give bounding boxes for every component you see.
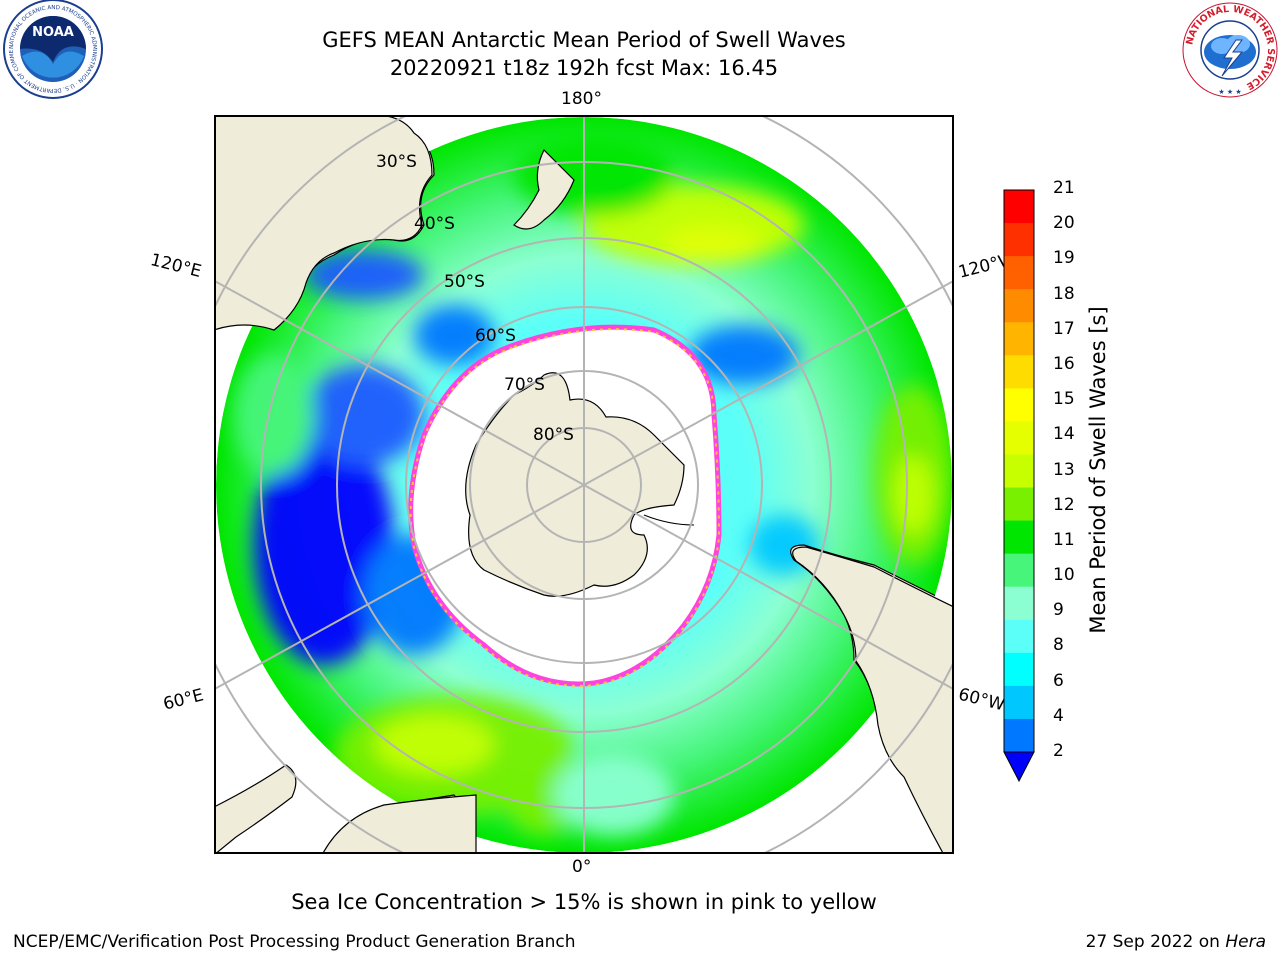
noaa-logo: NATIONAL OCEANIC AND ATMOSPHERIC ADMINIS… [2,0,103,99]
colorbar [1003,189,1035,783]
colorbar-tick-label: 13 [1053,459,1075,480]
lat-label-30s: 30°S [376,152,417,172]
lat-label-60s: 60°S [475,326,516,346]
colorbar-segment [1004,256,1034,290]
latitude-labels: 30°S 40°S 50°S 60°S 70°S 80°S [376,152,574,445]
outer-land-lower-right [792,546,952,852]
colorbar-tick-label: 11 [1053,529,1075,550]
outer-land-madagascar [216,764,297,852]
colorbar-tick-label: 9 [1053,600,1064,621]
outer-land-lower-left [323,794,477,852]
outer-land-upper-left [216,117,433,331]
colorbar-segment [1004,190,1034,224]
lon-label-lower-left: 60°E [161,685,206,715]
colorbar-segment [1004,289,1034,323]
colorbar-tick-label: 19 [1053,248,1075,269]
colorbar-tick-label: 20 [1053,213,1075,234]
colorbar-segment [1004,652,1034,687]
new-zealand [513,148,575,230]
colorbar-tick-label: 10 [1053,565,1075,586]
map-panel: 30°S 40°S 50°S 60°S 70°S 80°S [214,115,954,854]
colorbar-segment [1004,619,1034,654]
colorbar-tick-label: 12 [1053,494,1075,515]
colorbar-segment [1004,586,1034,621]
colorbar-tick-label: 6 [1053,670,1064,691]
colorbar-segment [1004,487,1034,522]
colorbar-segment [1004,223,1034,257]
colorbar-segment [1004,355,1034,389]
footer-left: NCEP/EMC/Verification Post Processing Pr… [13,932,576,952]
colorbar-segment [1004,388,1034,422]
footer-date: 27 Sep 2022 on [1085,932,1226,952]
colorbar-segment [1004,718,1034,753]
lon-label-top: 180° [561,89,602,109]
colorbar-tick-label: 17 [1053,318,1075,339]
colorbar-segment [1004,454,1034,489]
footer-right: 27 Sep 2022 on Hera [1086,932,1266,952]
lon-label-bottom: 0° [572,857,592,877]
colorbar-segment [1004,685,1034,720]
chart-subtitle: 20220921 t18z 192h fcst Max: 16.45 [389,56,779,80]
lat-label-70s: 70°S [504,375,545,395]
colorbar-tick-label: 2 [1053,741,1064,761]
colorbar-tick-label: 18 [1053,283,1075,304]
footer-host: Hera [1225,932,1266,952]
colorbar-segment [1004,421,1034,455]
lat-label-40s: 40°S [414,214,455,234]
antarctica [465,372,685,597]
nws-logo: NATIONAL WEATHER SERVICE ★ ★ ★ [1182,2,1278,98]
colorbar-extend-arrow [1003,751,1035,783]
colorbar-tick-label: 16 [1053,353,1075,374]
lon-label-lower-right: 60°W [956,684,1007,716]
colorbar-segment [1004,553,1034,588]
sea-ice-note: Sea Ice Concentration > 15% is shown in … [291,890,877,914]
graticule [216,117,952,852]
colorbar-tick-label: 15 [1053,389,1075,410]
colorbar-tick-label: 4 [1053,705,1064,726]
lat-label-80s: 80°S [533,425,574,445]
colorbar-tick-label: 8 [1053,635,1064,656]
colorbar-segment [1004,520,1034,555]
colorbar-label: Mean Period of Swell Waves [s] [1086,306,1110,634]
colorbar-tick-label: 14 [1053,424,1075,445]
colorbar-tick-label: 21 [1053,178,1075,198]
noaa-logo-text: NOAA [32,25,74,40]
svg-text:★ ★ ★: ★ ★ ★ [1218,88,1241,96]
colorbar-segment [1004,322,1034,356]
lon-label-upper-left: 120°E [148,250,204,282]
chart-title: GEFS MEAN Antarctic Mean Period of Swell… [322,28,846,52]
lat-label-50s: 50°S [444,272,485,292]
